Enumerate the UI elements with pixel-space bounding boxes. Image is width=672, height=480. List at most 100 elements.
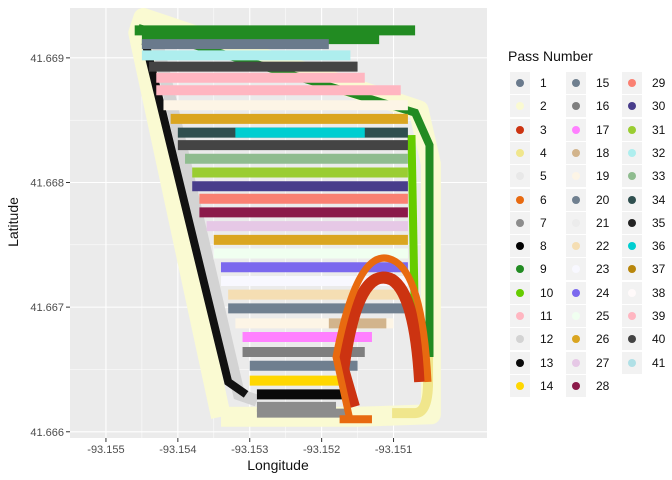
y-tick-label: 41.669 [30, 53, 64, 65]
legend-key-dot [572, 358, 580, 367]
axes: -93.155 -93.154 -93.153 -93.152 -93.151 41.66… [30, 53, 412, 456]
y-tick-label: 41.667 [30, 302, 64, 314]
legend-item-38: 38 [622, 281, 672, 306]
legend-item-4: 4 [510, 141, 562, 166]
legend-item-3: 3 [510, 118, 562, 143]
legend-key-dot [516, 125, 524, 134]
legend-item-21: 21 [566, 211, 618, 236]
legend-key-dot [628, 265, 636, 274]
legend-key [510, 305, 530, 327]
legend-item-24: 24 [566, 281, 618, 306]
legend-label: 28 [596, 378, 610, 393]
legend-key [510, 188, 530, 211]
legend-label: 24 [596, 285, 610, 300]
legend-key [510, 351, 530, 374]
legend-item-39: 39 [622, 305, 672, 329]
legend-label: 5 [540, 169, 547, 184]
legend-key [510, 165, 530, 188]
legend-label: 14 [540, 378, 554, 393]
legend-label: 38 [652, 285, 666, 300]
legend-item-33: 33 [622, 165, 672, 189]
legend-item-17: 17 [566, 118, 618, 143]
x-tick-label: -93.152 [303, 444, 340, 456]
legend-key [566, 351, 586, 374]
legend-item-27: 27 [566, 351, 618, 376]
legend-label: 18 [596, 145, 610, 160]
legend-key [510, 281, 530, 304]
legend-item-19: 19 [566, 165, 618, 189]
legend-key-dot [572, 265, 580, 274]
legend-item-31: 31 [622, 118, 672, 143]
legend-key-dot [628, 358, 636, 367]
legend-key [566, 165, 586, 188]
legend-item-14: 14 [510, 374, 562, 399]
legend-key-dot [572, 312, 580, 320]
legend-key-dot [516, 195, 524, 204]
legend-key-dot [628, 148, 636, 157]
pass-4-corner [392, 354, 434, 419]
legend-key-dot [628, 172, 636, 181]
legend-item-34: 34 [622, 188, 672, 213]
legend-item-35: 35 [622, 211, 672, 236]
pass-6-arch [332, 254, 432, 423]
legend-key-dot [516, 265, 524, 274]
legend-item-32: 32 [622, 141, 672, 166]
legend-item-5: 5 [510, 165, 562, 189]
legend-label: 27 [596, 355, 610, 370]
pass-13-edge [141, 41, 249, 398]
legend-key-dot [572, 335, 580, 344]
legend-key [566, 258, 586, 281]
legend-item-8: 8 [510, 235, 562, 259]
legend-key-dot [516, 148, 524, 157]
legend-key-dot [516, 172, 524, 181]
legend-item-16: 16 [566, 95, 618, 119]
y-tick-label: 41.666 [30, 427, 64, 439]
legend-item-9: 9 [510, 258, 562, 282]
legend-key [622, 305, 642, 327]
legend-item-18: 18 [566, 141, 618, 166]
legend-key-dot [628, 288, 636, 297]
legend-key-dot [572, 242, 580, 251]
legend-label: 12 [540, 332, 554, 347]
legend-item-29: 29 [622, 72, 672, 96]
legend-key [566, 141, 586, 164]
legend-key [622, 141, 642, 164]
legend-key [510, 235, 530, 258]
legend-label: 36 [652, 239, 666, 254]
legend-label: 4 [540, 145, 547, 160]
legend-key-dot [628, 195, 636, 204]
y-axis-label: Latitude [5, 197, 21, 247]
legend-label: 3 [540, 122, 547, 137]
legend-label: 31 [652, 122, 666, 137]
legend-key [622, 188, 642, 211]
legend-item-37: 37 [622, 258, 672, 282]
legend-key [510, 328, 530, 351]
legend-key-dot [516, 358, 524, 367]
legend-key-dot [628, 125, 636, 134]
legend-label: 8 [540, 239, 547, 254]
x-tick-label: -93.151 [375, 444, 412, 456]
legend-label: 6 [540, 192, 547, 207]
legend-key [566, 281, 586, 304]
legend-key [622, 72, 642, 94]
legend-key-dot [516, 218, 524, 227]
legend-label: 1 [540, 76, 547, 90]
legend-key-dot [516, 242, 524, 251]
legend-key [510, 258, 530, 281]
legend-key [622, 328, 642, 351]
legend-key [566, 118, 586, 141]
legend-item-7: 7 [510, 211, 562, 236]
legend-label: 2 [540, 99, 547, 114]
legend-key-dot [572, 172, 580, 181]
legend-key-dot [572, 148, 580, 157]
legend-key [622, 211, 642, 234]
legend-item-20: 20 [566, 188, 618, 213]
legend-key [622, 281, 642, 304]
legend-key-dot [516, 102, 524, 111]
legend-item-28: 28 [566, 374, 618, 399]
legend-item-10: 10 [510, 281, 562, 306]
legend-label: 9 [540, 262, 547, 277]
legend-item-36: 36 [622, 235, 672, 259]
legend-key [566, 211, 586, 234]
